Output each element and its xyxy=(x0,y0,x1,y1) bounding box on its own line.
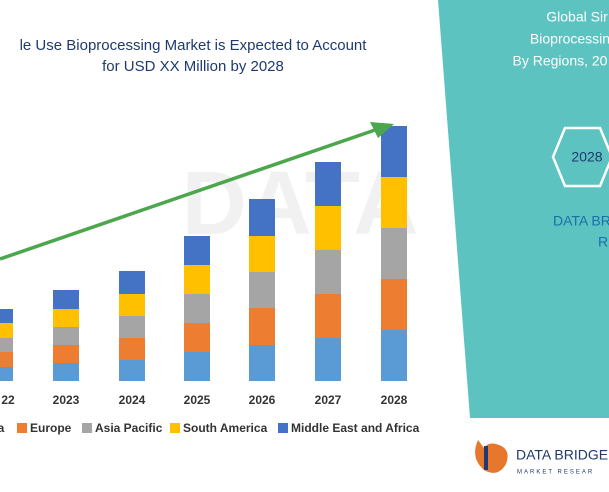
title-line: le Use Bioprocessing Market is Expected … xyxy=(20,37,368,54)
bar-segment xyxy=(315,338,341,381)
x-tick-label: 2026 xyxy=(249,393,276,407)
panel-year: 2028 xyxy=(571,149,602,165)
trend-arrow xyxy=(0,128,376,261)
bar-segment xyxy=(315,294,341,338)
legend-swatch xyxy=(17,423,27,433)
bar-segment xyxy=(119,294,145,316)
logo-tagline: MARKET RESEAR xyxy=(517,470,594,476)
bar-segment xyxy=(381,228,407,279)
bar-segment xyxy=(315,206,341,250)
bar-segment xyxy=(249,272,275,308)
panel-brand: DATA BR xyxy=(553,213,609,229)
bar-segment xyxy=(0,338,13,352)
legend-label: Asia Pacific xyxy=(95,421,163,435)
bar-segment xyxy=(119,338,145,360)
bar-segment xyxy=(53,327,79,345)
bar-segment xyxy=(249,345,275,381)
legend-label: ca xyxy=(0,421,5,435)
legend-label: Middle East and Africa xyxy=(291,421,420,435)
x-tick-label: 2024 xyxy=(119,393,146,407)
panel-heading: By Regions, 20 xyxy=(513,53,608,69)
title-line: for USD XX Million by 2028 xyxy=(102,58,284,75)
bar-segment xyxy=(184,294,210,323)
bar-segment xyxy=(119,360,145,381)
hexagon xyxy=(551,126,609,188)
legend-label: South America xyxy=(183,421,268,435)
bar-segment xyxy=(381,330,407,381)
bar-segment xyxy=(53,363,79,381)
bar-segment xyxy=(184,236,210,265)
arrow-head xyxy=(370,122,394,138)
bar-segment xyxy=(0,352,13,367)
panel-heading: Global Sir xyxy=(546,9,608,25)
bar-segment xyxy=(119,316,145,338)
legend-label: Europe xyxy=(30,421,72,435)
x-tick-label: 22 xyxy=(1,393,15,407)
bar-segment xyxy=(315,162,341,206)
bar-segment xyxy=(53,290,79,309)
plot: 22 2023 2024 2025 2026 2027 2028 ca Europe Asia P… xyxy=(0,126,420,435)
x-tick-label: 2028 xyxy=(381,393,408,407)
legend-swatch xyxy=(82,423,92,433)
bar-segment xyxy=(381,126,407,177)
bar-segment xyxy=(0,323,13,338)
bar-segment xyxy=(119,271,145,294)
side-panel xyxy=(438,0,609,418)
legend-swatch xyxy=(278,423,288,433)
bar-segment xyxy=(184,323,210,352)
bar-segment xyxy=(53,345,79,363)
panel-brand: R xyxy=(598,234,608,250)
bar-segment xyxy=(0,309,13,323)
panel-heading: Bioprocessin xyxy=(530,31,609,47)
bar-segment xyxy=(249,199,275,236)
x-tick-label: 2027 xyxy=(315,393,342,407)
watermark: DATA xyxy=(182,154,419,254)
bar-segment xyxy=(0,367,13,381)
bar-segment xyxy=(315,250,341,294)
x-tick-label: 2025 xyxy=(184,393,211,407)
bar-segment xyxy=(249,308,275,345)
bar-segment xyxy=(53,309,79,327)
legend-swatch xyxy=(170,423,180,433)
bar-segment xyxy=(184,265,210,294)
logo-icon xyxy=(475,440,508,473)
x-tick-label: 2023 xyxy=(53,393,80,407)
bar-segment xyxy=(184,352,210,381)
bar-segment xyxy=(381,279,407,330)
bar-segment xyxy=(381,177,407,228)
logo-name: DATA BRIDGE xyxy=(516,447,608,463)
bar-segment xyxy=(249,236,275,272)
